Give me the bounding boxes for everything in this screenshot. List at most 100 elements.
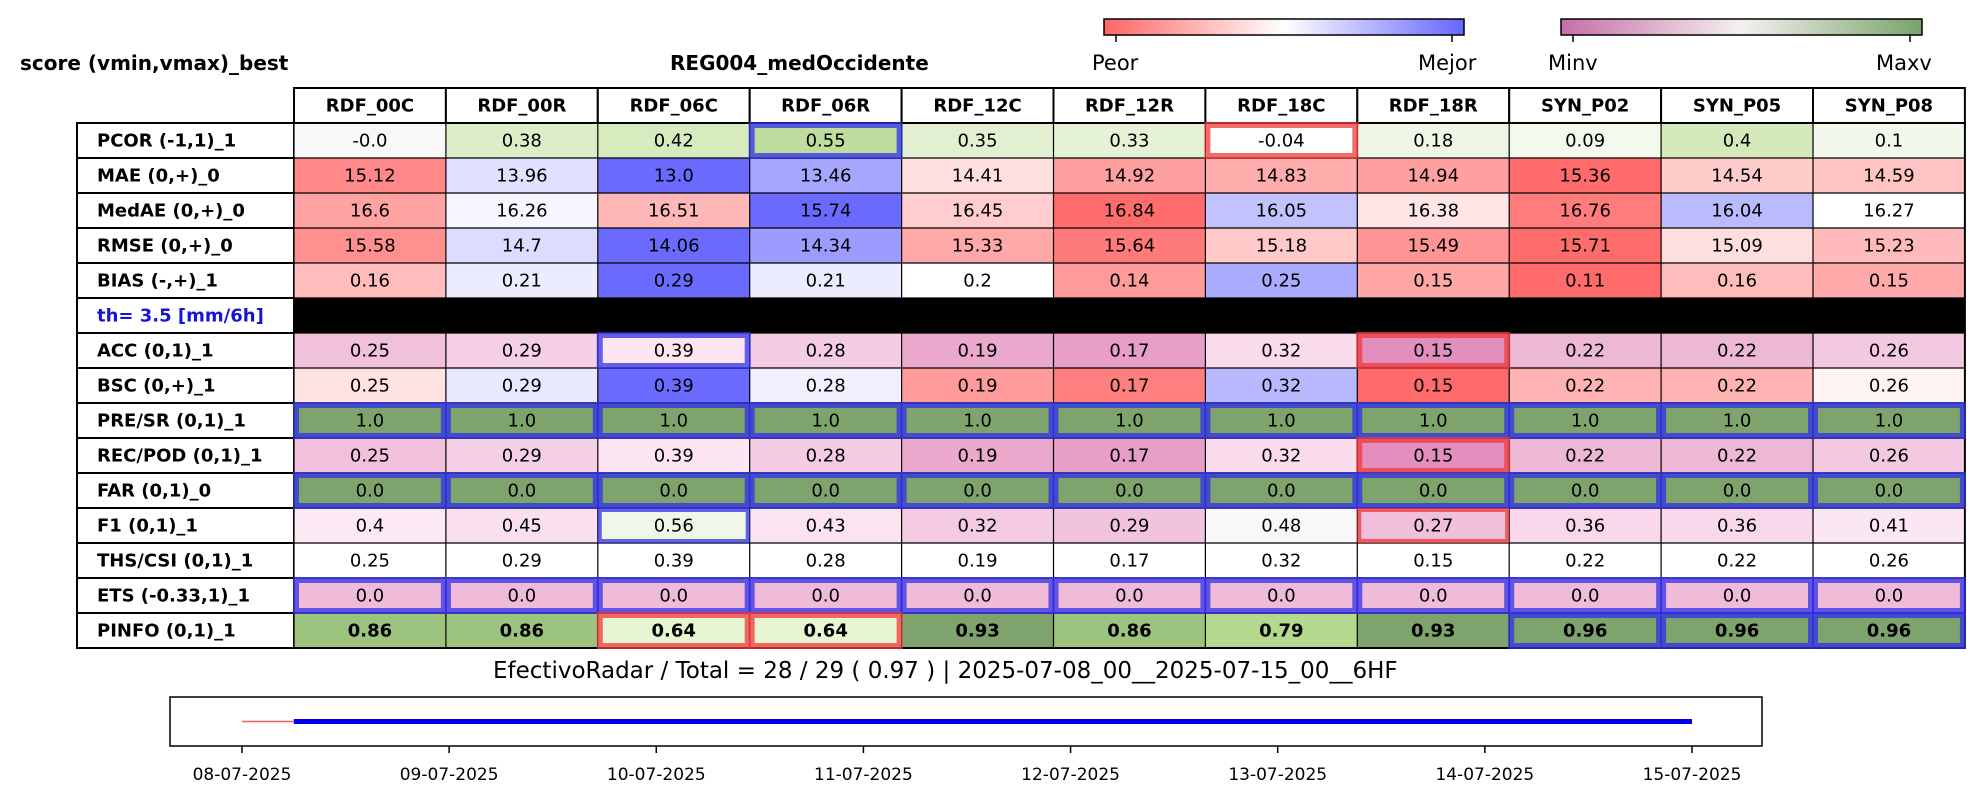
threshold-label: th= 3.5 [mm/6h] — [97, 306, 264, 327]
table-cell — [901, 123, 1054, 158]
cell-value: 0.22 — [1717, 551, 1757, 572]
cell-value: 0.25 — [350, 341, 390, 362]
cell-value: 1.0 — [811, 411, 840, 432]
table-cell — [1053, 123, 1206, 158]
table-border — [76, 122, 1966, 649]
table-cell — [1205, 263, 1358, 298]
table-cell — [1205, 578, 1358, 613]
cell-value: 0.0 — [1419, 586, 1448, 607]
score-title: score (vmin,vmax)_best — [20, 51, 289, 75]
table-cell — [597, 263, 750, 298]
table-cell — [1661, 333, 1813, 368]
row-label: PINFO (0,1)_1 — [97, 621, 236, 642]
table-cell — [1509, 158, 1662, 193]
row-label: ACC (0,1)_1 — [97, 341, 213, 362]
table-cell — [901, 543, 1054, 578]
cell-value: 0.22 — [1565, 446, 1605, 467]
table-cell — [1813, 403, 1965, 438]
table-cell — [597, 508, 750, 543]
table-cell — [749, 263, 902, 298]
cell-value: 0.55 — [806, 131, 846, 152]
row-label: BSC (0,+)_1 — [97, 376, 216, 397]
colorbar-value-left-label: Minv — [1548, 51, 1598, 75]
table-cell — [294, 508, 446, 543]
cell-value: 0.0 — [356, 586, 385, 607]
best-highlight-box — [293, 472, 447, 509]
cell-value: 0.64 — [803, 621, 847, 642]
cell-value: 15.18 — [1256, 236, 1308, 257]
cell-value: 14.92 — [1104, 166, 1156, 187]
cell-value: 16.04 — [1711, 201, 1763, 222]
cell-value: 0.29 — [502, 341, 542, 362]
best-highlight-box — [444, 472, 599, 509]
table-cell — [1357, 543, 1510, 578]
row-label: MAE (0,+)_0 — [97, 166, 220, 187]
cell-value: 0.2 — [963, 271, 992, 292]
table-cell — [1813, 613, 1965, 648]
cell-value: 0.0 — [1723, 586, 1752, 607]
cell-value: 0.96 — [1867, 621, 1911, 642]
cell-value: 0.0 — [1571, 481, 1600, 502]
cell-value: 0.86 — [500, 621, 544, 642]
column-header-cell — [748, 87, 903, 124]
row-label: REC/POD (0,1)_1 — [97, 446, 263, 467]
cell-value: 0.26 — [1869, 341, 1909, 362]
table-cell — [1053, 543, 1206, 578]
table-cell — [1813, 473, 1965, 508]
cell-value: 0.15 — [1413, 446, 1453, 467]
best-highlight-box — [1052, 577, 1207, 614]
best-highlight-box — [1204, 402, 1359, 439]
cell-value: 0.15 — [1869, 271, 1909, 292]
cell-value: 13.0 — [654, 166, 694, 187]
cell-value: 0.26 — [1869, 446, 1909, 467]
cell-value: 0.25 — [350, 551, 390, 572]
colorbar-value-right-label: Maxv — [1876, 51, 1932, 75]
table-cell — [1205, 508, 1358, 543]
table-cell — [445, 228, 598, 263]
table-cell — [1661, 123, 1813, 158]
cell-value: 0.0 — [659, 586, 688, 607]
cell-value: 0.36 — [1717, 516, 1757, 537]
table-cell — [597, 543, 750, 578]
table-cell — [1509, 543, 1662, 578]
table-cell — [294, 438, 446, 473]
table-cell — [1813, 333, 1965, 368]
cell-value: 0.36 — [1565, 516, 1605, 537]
table-cell — [901, 403, 1054, 438]
cell-value: 0.19 — [958, 551, 998, 572]
cell-value: 0.64 — [652, 621, 696, 642]
cell-value: 0.1 — [1875, 131, 1904, 152]
cell-value: 0.26 — [1869, 551, 1909, 572]
cell-value: 14.83 — [1256, 166, 1308, 187]
cell-value: 0.29 — [654, 271, 694, 292]
table-cell — [1813, 158, 1965, 193]
cell-value: 14.94 — [1407, 166, 1459, 187]
best-highlight-box — [1204, 577, 1359, 614]
table-cell — [1205, 158, 1358, 193]
table-cell — [1205, 613, 1358, 648]
cell-value: 0.39 — [654, 551, 694, 572]
table-cell — [1509, 123, 1662, 158]
cell-value: 15.23 — [1863, 236, 1915, 257]
cell-value: 13.96 — [496, 166, 548, 187]
best-highlight-box — [597, 508, 750, 543]
cell-value: 0.17 — [1109, 376, 1149, 397]
column-header: SYN_P02 — [1541, 96, 1629, 117]
table-cell — [1813, 508, 1965, 543]
table-cell — [445, 473, 598, 508]
cell-value: 0.22 — [1717, 341, 1757, 362]
column-header: SYN_P05 — [1693, 96, 1781, 117]
worst-highlight-box — [1356, 332, 1511, 369]
best-highlight-box — [1812, 612, 1966, 649]
cell-value: 16.84 — [1104, 201, 1156, 222]
cell-value: 0.0 — [508, 586, 537, 607]
cell-value: 0.0 — [1267, 586, 1296, 607]
row-label: F1 (0,1)_1 — [97, 516, 198, 537]
cell-value: 0.38 — [502, 131, 542, 152]
row-label-cell — [76, 577, 295, 614]
cell-value: 0.96 — [1563, 621, 1607, 642]
cell-value: 0.4 — [1723, 131, 1752, 152]
cell-value: 0.25 — [350, 376, 390, 397]
best-highlight-box — [293, 577, 447, 614]
